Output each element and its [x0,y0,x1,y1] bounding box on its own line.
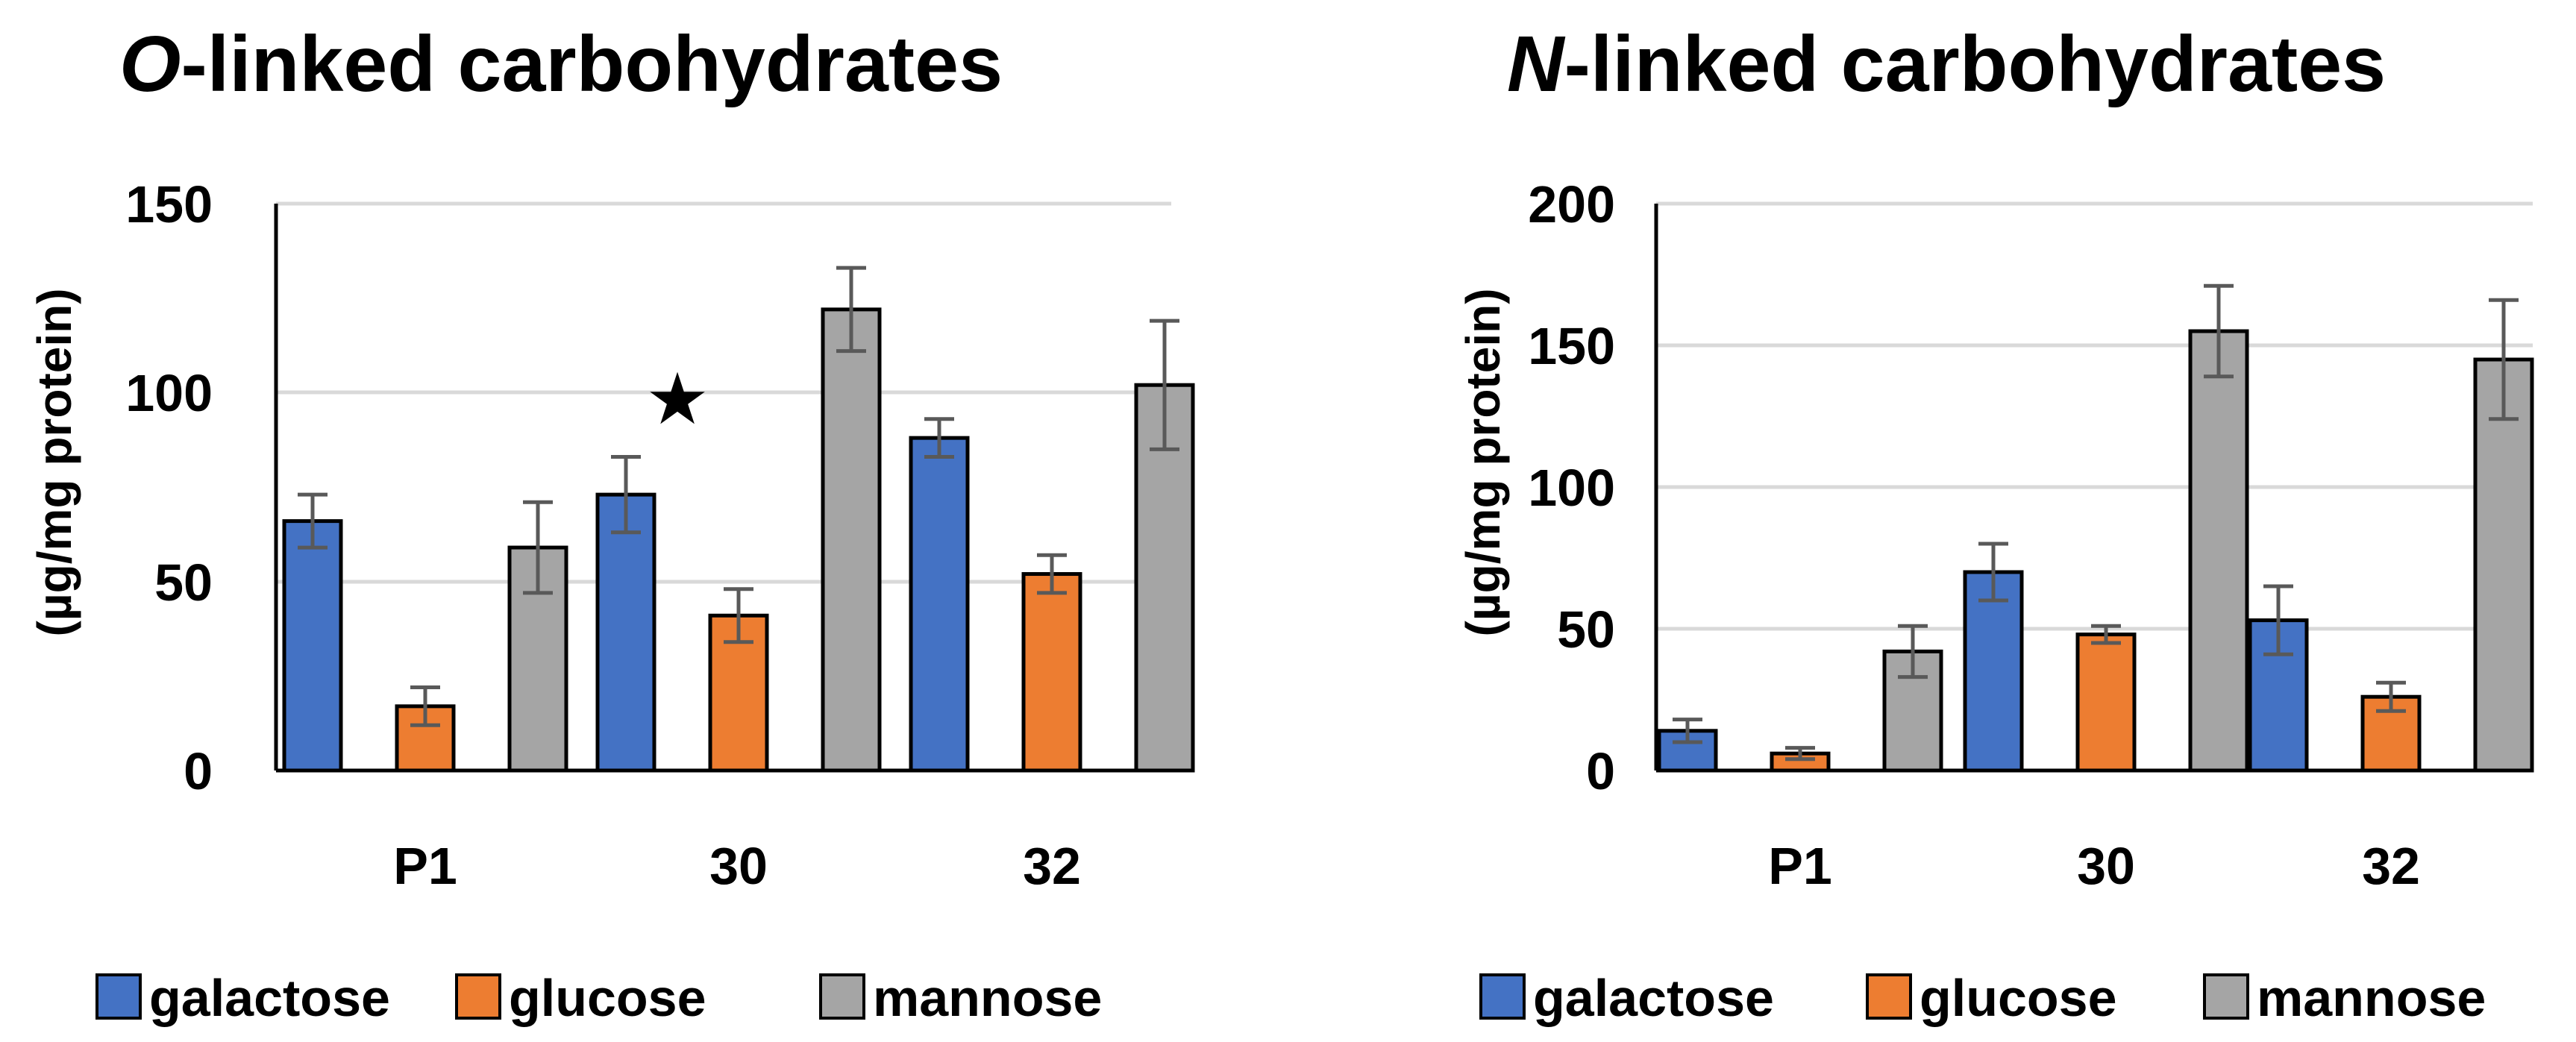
o-linked-chart: O-linked carbohydrates (µg/mg protein) 0… [28,20,1195,1027]
legend-label-mannose: mannose [873,969,1102,1027]
legend: galactose glucose mannose [95,969,1102,1027]
error-bar-glucose-30 [2091,624,2121,645]
y-tick-label: 50 [1557,600,1615,659]
legend-label-glucose: glucose [1920,969,2117,1027]
error-bar-mannose-p1 [1898,624,1928,680]
error-bars [298,266,1179,727]
bar-mannose-32 [2473,357,2534,773]
legend-swatch-mannose [819,973,865,1020]
x-tick-label-p1: P1 [1768,837,1832,895]
chart-title: O-linked carbohydrates [119,20,1003,108]
chart-title-italic: N [1507,20,1566,108]
chart-title-rest: -linked carbohydrates [181,20,1003,108]
error-bar-galactose-30 [611,454,641,535]
error-bar-glucose-p1 [1785,746,1815,762]
y-tick-label: 200 [1528,175,1615,233]
significance-star: ★ [645,357,709,441]
legend: galactose glucose mannose [1479,969,2486,1027]
x-tick-label-32: 32 [2362,837,2420,895]
bar-mannose-30 [821,307,882,773]
y-tick-label: 150 [1528,317,1615,375]
y-axis-title: (µg/mg protein) [28,288,81,636]
error-bar-glucose-32 [2376,680,2406,713]
gridlines [276,201,1171,584]
bar-glucose-32 [2360,694,2422,773]
y-tick-label: 150 [125,175,213,233]
y-tick-label: 0 [1586,742,1615,800]
error-bar-galactose-32 [924,417,954,459]
bar-galactose-p1 [282,519,343,773]
y-tick-labels: 0 50 100 150 200 [1528,175,1615,800]
bars [282,307,1195,773]
legend-label-galactose: galactose [149,969,390,1027]
legend-swatch-glucose [1866,973,1912,1020]
legend-swatch-galactose [95,973,142,1020]
bar-galactose-30 [595,492,656,773]
gridlines [1656,201,2533,631]
legend-swatch-glucose [455,973,501,1020]
legend-label-glucose: glucose [509,969,706,1027]
error-bar-glucose-32 [1037,553,1067,595]
x-tick-labels: P1 30 32 [393,837,1081,895]
chart-title-italic: O [119,20,181,108]
x-tick-labels: P1 30 32 [1768,837,2420,895]
error-bar-glucose-30 [724,587,753,644]
x-tick-label-30: 30 [2077,837,2135,895]
x-tick-label-32: 32 [1023,837,1081,895]
y-tick-label: 50 [154,553,213,612]
y-axis-title: (µg/mg protein) [1456,288,1510,636]
chart-title-rest: -linked carbohydrates [1564,20,2387,108]
y-tick-label: 100 [1528,459,1615,517]
legend-swatch-galactose [1479,973,1526,1020]
y-tick-label: 0 [184,742,213,800]
chart-title: N-linked carbohydrates [1507,20,2386,108]
error-bar-mannose-32 [1150,318,1179,451]
bar-galactose-30 [1963,570,2024,773]
legend-label-mannose: mannose [2257,969,2486,1027]
bar-mannose-30 [2188,329,2249,773]
error-bar-glucose-p1 [410,685,440,727]
error-bar-galactose-30 [1978,542,2008,603]
y-tick-label: 100 [125,364,213,422]
y-tick-labels: 0 50 100 150 [125,175,213,800]
error-bars [1673,283,2519,762]
bar-glucose-32 [1021,572,1082,773]
x-tick-label-30: 30 [709,837,768,895]
error-bar-mannose-p1 [523,500,553,595]
legend-swatch-mannose [2203,973,2249,1020]
x-tick-label-p1: P1 [393,837,457,895]
legend-label-galactose: galactose [1533,969,1774,1027]
n-linked-chart: N-linked carbohydrates (µg/mg protein) 0… [1456,20,2534,1027]
error-bar-mannose-32 [2489,298,2519,421]
bar-galactose-32 [909,436,970,773]
error-bar-mannose-30 [836,266,866,354]
error-bar-galactose-32 [2263,584,2293,656]
error-bar-galactose-p1 [298,492,328,550]
bar-glucose-30 [2075,633,2137,773]
error-bar-mannose-30 [2204,283,2234,379]
bars [1657,329,2534,773]
error-bar-galactose-p1 [1673,718,1702,744]
